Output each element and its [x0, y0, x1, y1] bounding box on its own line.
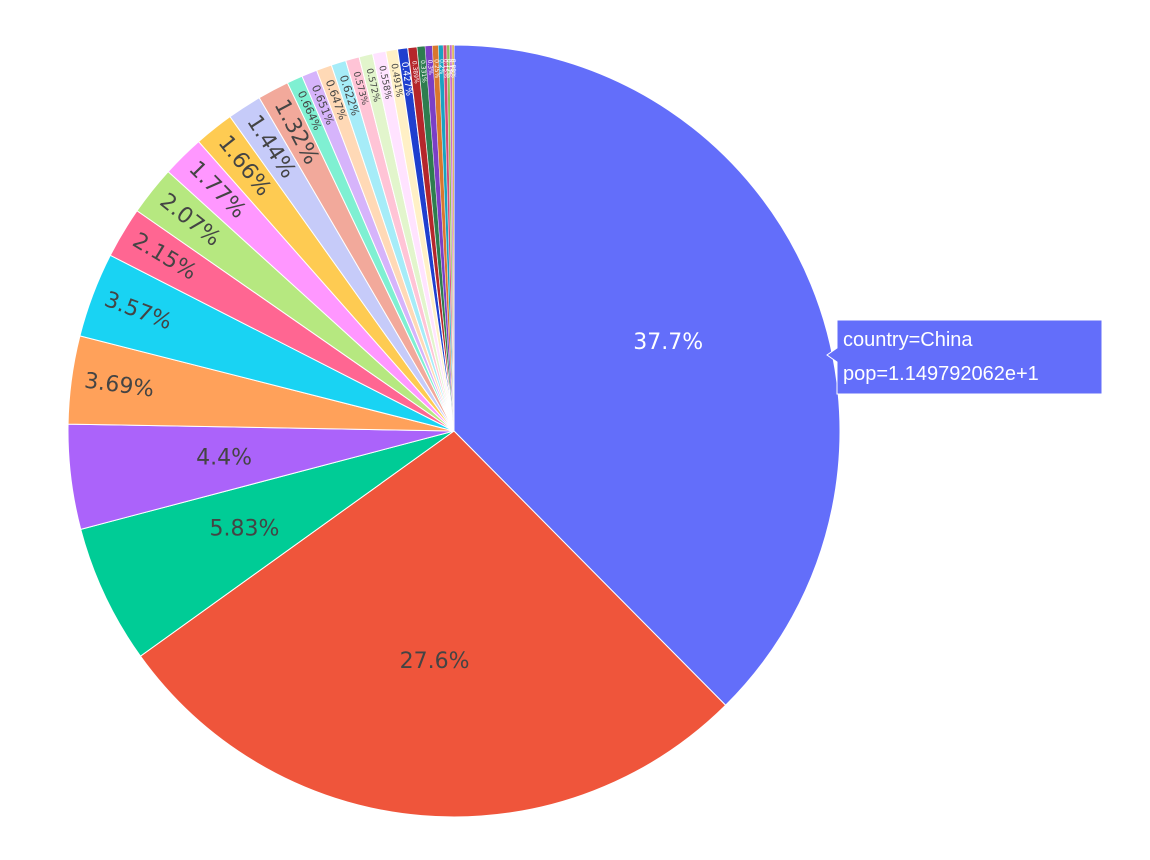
- pie-slice[interactable]: [453, 44, 841, 706]
- pie-slice[interactable]: [451, 44, 455, 432]
- pie-slice[interactable]: [139, 430, 727, 818]
- slice-percent-label: 0.15%: [442, 59, 449, 79]
- pie-slices: [67, 44, 841, 818]
- tooltip-box: [826, 319, 1103, 395]
- slice-percent-label: 0.331%: [419, 60, 428, 84]
- tooltip-line-pop: pop=1.149792062e+1: [843, 363, 1039, 385]
- slice-percent-label: 0.3%: [426, 59, 434, 75]
- slice-percent-label: 0.389%: [410, 61, 419, 85]
- slice-percent-label: 5.83%: [210, 517, 280, 542]
- hover-tooltip: country=China pop=1.149792062e+1: [826, 319, 1103, 395]
- slice-percent-label: 0.25%: [432, 59, 440, 79]
- slice-percent-label: 4.4%: [196, 446, 252, 471]
- slice-percent-label: 0.2%: [438, 59, 446, 75]
- slice-percent-label: 37.7%: [633, 330, 703, 355]
- slice-percent-label: 0.12%: [445, 59, 452, 78]
- tooltip-line-country: country=China: [843, 329, 973, 351]
- pie-slice[interactable]: [80, 430, 455, 657]
- slice-percent-label: 27.6%: [400, 649, 470, 674]
- slice-percent-label: 0.427%: [399, 61, 414, 97]
- slice-percent-label: 0.1%: [447, 59, 454, 75]
- slice-percent-label: 0.08%: [450, 59, 457, 78]
